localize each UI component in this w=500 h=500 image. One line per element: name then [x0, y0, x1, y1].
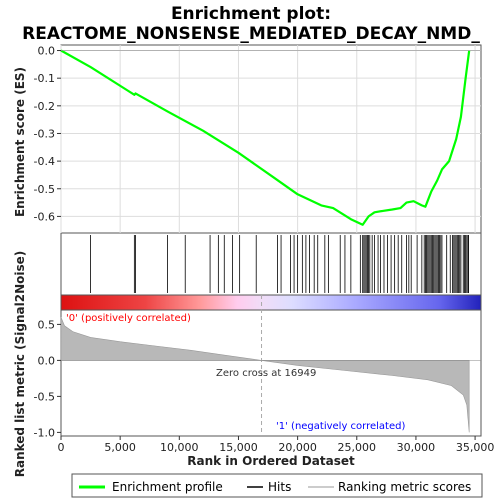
- es-y-axis-label: Enrichment score (ES): [13, 67, 27, 217]
- metric-tick-label: 0.0: [38, 354, 56, 367]
- x-axis-label: Rank in Ordered Dataset: [187, 454, 355, 468]
- zero-cross-label: Zero cross at 16949: [216, 368, 316, 379]
- metric-tick-label: -1.0: [34, 426, 55, 439]
- es-panel: [60, 44, 482, 234]
- es-tick-label: -0.1: [34, 72, 55, 85]
- metric-fill: [60, 317, 470, 433]
- enrichment-profile-line: [60, 49, 471, 226]
- legend-label: Ranking metric scores: [338, 480, 471, 494]
- hits-panel: [60, 232, 482, 296]
- es-tick-label: 0.0: [38, 45, 56, 58]
- legend-label: Hits: [268, 480, 291, 494]
- x-tick-label: 35,000: [456, 441, 495, 454]
- rank-color-bar: [60, 294, 482, 311]
- hits-marks: [90, 235, 469, 293]
- es-line: [60, 49, 481, 226]
- es-tick-label: -0.5: [34, 183, 55, 196]
- x-tick-label: 0: [58, 441, 65, 454]
- es-axis-ticks: 0.0 -0.1 -0.2 -0.3 -0.4 -0.5 -0.6: [34, 45, 61, 223]
- chart-title-line2: REACTOME_NONSENSE_MEDIATED_DECAY_NMD_: [22, 24, 480, 44]
- es-tick-label: -0.6: [34, 210, 55, 223]
- legend-label: Enrichment profile: [112, 480, 223, 494]
- chart-title-line1: Enrichment plot:: [171, 4, 331, 24]
- metric-tick-label: -0.5: [34, 390, 55, 403]
- metric-area: [60, 295, 481, 436]
- positive-correlation-label: '0' (positively correlated): [66, 313, 191, 324]
- es-tick-label: -0.3: [34, 127, 55, 140]
- es-tick-label: -0.2: [34, 100, 55, 113]
- x-tick-label: 30,000: [397, 441, 436, 454]
- x-tick-label: 15,000: [219, 441, 258, 454]
- x-tick-label: 20,000: [278, 441, 317, 454]
- x-tick-label: 5,000: [104, 441, 136, 454]
- es-tick-label: -0.4: [34, 155, 55, 168]
- x-tick-label: 10,000: [160, 441, 199, 454]
- legend: Enrichment profile Hits Ranking metric sco…: [79, 480, 471, 494]
- metric-y-axis-label: Ranked list metric (Signal2Noise): [13, 251, 27, 478]
- metric-tick-label: 0.5: [38, 318, 56, 331]
- x-axis-ticks: 0 5,000 10,000 15,000 20,000 25,000 30,000 35,0…: [58, 436, 495, 454]
- metric-axis-ticks: 0.5 0.0 -0.5 -1.0: [34, 318, 61, 439]
- x-tick-label: 25,000: [338, 441, 377, 454]
- negative-correlation-label: '1' (negatively correlated): [276, 421, 405, 432]
- legend-box: [71, 473, 483, 498]
